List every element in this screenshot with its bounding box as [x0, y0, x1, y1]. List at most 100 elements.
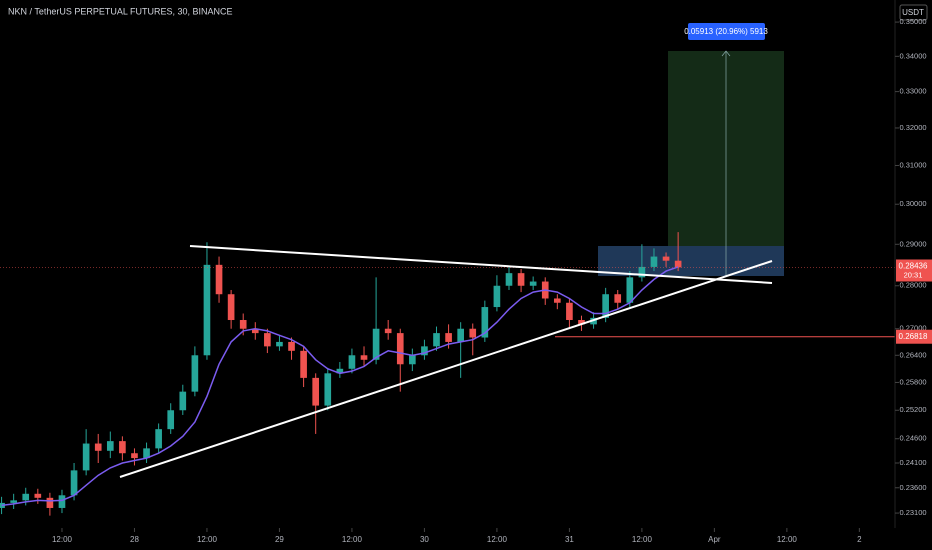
candle-body — [300, 350, 307, 378]
x-tick-label: 28 — [130, 535, 139, 544]
candle-body — [119, 441, 126, 454]
candle-body — [288, 341, 295, 351]
position-label-box — [688, 23, 765, 40]
candle-body — [505, 273, 513, 286]
x-tick-label: 12:00 — [777, 535, 798, 544]
y-tick-label: 0.25200 — [899, 405, 926, 414]
candle-body — [553, 298, 561, 303]
candle-body — [396, 333, 404, 365]
y-tick-label: 0.31000 — [899, 160, 926, 169]
candle-body — [276, 341, 283, 347]
y-tick-label: 0.24600 — [899, 434, 926, 443]
x-tick-label: 31 — [565, 535, 574, 544]
stop-zone — [598, 246, 784, 276]
candle-body — [34, 493, 42, 498]
candle-body — [324, 373, 332, 406]
x-tick-label: 12:00 — [52, 535, 73, 544]
y-tick-label: 0.33000 — [899, 87, 926, 96]
candle-body — [179, 391, 187, 411]
y-tick-label: 0.24100 — [899, 458, 926, 467]
candle-body — [58, 495, 66, 508]
candle-body — [384, 328, 392, 334]
y-tick-label: 0.27000 — [899, 324, 926, 333]
position-label: 0.05913 (20.96%) 5913 — [684, 27, 768, 36]
candle-body — [203, 264, 211, 356]
candle-body — [336, 368, 344, 374]
last-price-label: 0.28436 — [899, 262, 928, 271]
x-tick-label: 12:00 — [342, 535, 363, 544]
y-tick-label: 0.28000 — [899, 281, 926, 290]
trendline-lower — [119, 260, 773, 478]
candle-body — [481, 307, 489, 338]
candle-body — [650, 256, 658, 267]
candle-body — [264, 333, 271, 347]
candle-body — [215, 264, 223, 295]
candle-body — [131, 453, 138, 459]
y-tick-label: 0.35000 — [899, 17, 926, 26]
candle-body — [82, 443, 90, 471]
candle-body — [529, 281, 537, 286]
x-tick-label: 12:00 — [487, 535, 508, 544]
y-tick-label: 0.23600 — [899, 483, 926, 492]
candle-body — [372, 328, 380, 360]
x-tick-label: Apr — [708, 535, 721, 544]
y-tick-label: 0.30000 — [899, 199, 926, 208]
y-tick-label: 0.34000 — [899, 51, 926, 60]
candle-body — [360, 355, 368, 360]
candle-body — [167, 410, 175, 430]
x-tick-label: 12:00 — [197, 535, 218, 544]
candle-body — [602, 294, 609, 318]
candle-body — [626, 277, 634, 303]
last-price-box — [896, 259, 932, 282]
candle-body — [457, 328, 464, 342]
trendline-upper — [189, 245, 773, 284]
candle-body — [143, 448, 150, 459]
candle-body — [662, 256, 670, 261]
countdown-label: 20:31 — [904, 270, 923, 279]
moving-average — [1, 266, 679, 507]
candle-body — [239, 320, 247, 329]
candle-body — [614, 294, 622, 303]
candle-body — [469, 328, 477, 338]
candle-body — [227, 294, 235, 321]
currency: USDT — [902, 8, 924, 17]
x-tick-label: 12:00 — [632, 535, 653, 544]
candle-body — [312, 377, 320, 406]
candle-body — [10, 500, 17, 503]
candle-body — [251, 328, 259, 334]
y-tick-label: 0.32000 — [899, 123, 926, 132]
candle-body — [638, 266, 646, 278]
chart-title: NKN / TetherUS PERPETUAL FUTURES, 30, BI… — [8, 6, 233, 16]
candle-body — [566, 302, 573, 321]
candle-body — [421, 346, 428, 356]
arrow-head — [721, 50, 731, 57]
candle-body — [22, 493, 30, 501]
candle-body — [94, 443, 102, 451]
candle-body — [106, 441, 114, 451]
y-tick-label: 0.29000 — [899, 239, 926, 248]
level-label: 0.26818 — [899, 332, 928, 341]
candle-body — [493, 285, 501, 308]
candle-body — [70, 470, 78, 496]
candle-body — [433, 333, 440, 347]
x-tick-label: 29 — [275, 535, 284, 544]
candle-body — [445, 333, 452, 342]
y-tick-label: 0.25800 — [899, 377, 926, 386]
drawings-front: 0.05913 (20.96%) 5913 — [119, 23, 773, 478]
candle-body — [155, 429, 162, 449]
candle-body — [191, 355, 199, 392]
candle-body — [46, 497, 54, 508]
candle-body — [674, 260, 682, 268]
candle-body — [517, 273, 525, 286]
x-tick-label: 30 — [420, 535, 429, 544]
level-box — [896, 329, 932, 344]
drawings-back — [598, 50, 784, 276]
y-tick-label: 0.26400 — [899, 350, 926, 359]
candle-body — [348, 355, 356, 369]
candle-body — [409, 355, 416, 365]
x-tick-label: 2 — [857, 535, 862, 544]
currency-box — [899, 4, 928, 21]
